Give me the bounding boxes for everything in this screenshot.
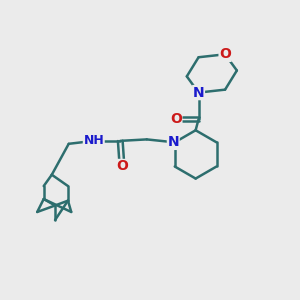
Text: O: O	[170, 112, 182, 126]
Text: NH: NH	[83, 134, 104, 147]
Text: O: O	[219, 47, 231, 61]
Text: N: N	[193, 85, 204, 100]
Text: N: N	[167, 135, 179, 149]
Text: O: O	[116, 160, 128, 173]
